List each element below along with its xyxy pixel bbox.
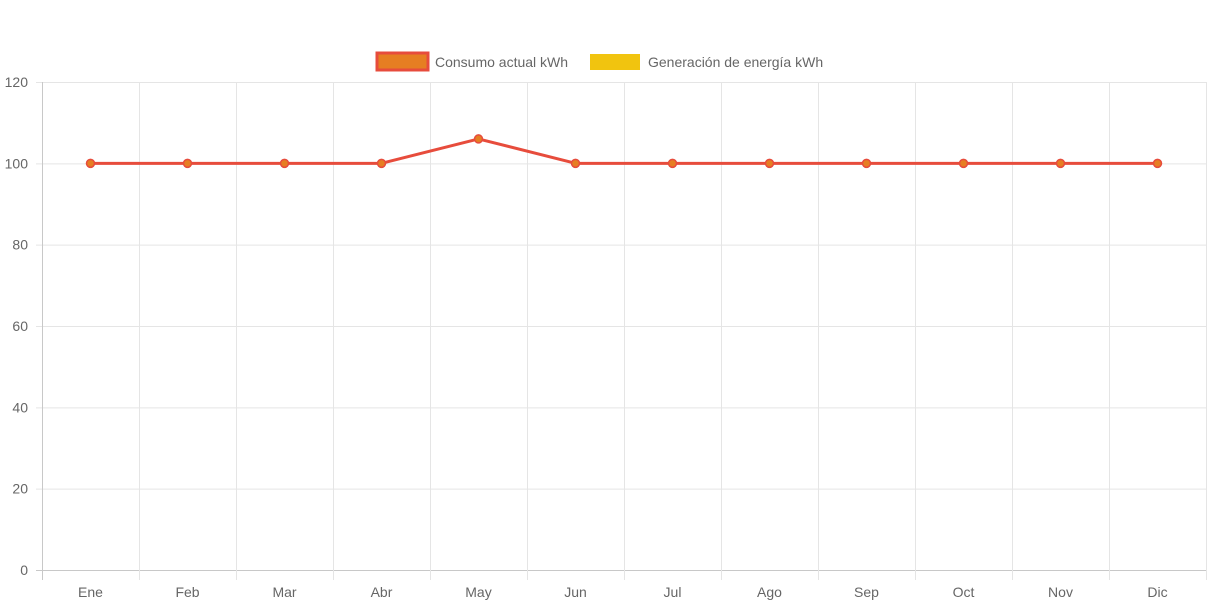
x-tick-label: Jul [664,584,682,600]
series-line [90,137,1158,165]
y-tick-label: 80 [12,237,28,253]
y-tick-label: 20 [12,481,28,497]
x-tick-label: Jun [564,584,587,600]
x-tick-label: Oct [953,584,975,600]
series-layer [85,134,1163,169]
data-point[interactable] [1152,158,1163,169]
data-point[interactable] [861,158,872,169]
x-tick-label: Dic [1147,584,1167,600]
axes: 0 20 40 60 80 100 120 Ene Feb Mar Abr May Jun Jul Ago S… [5,74,1168,600]
data-point[interactable] [764,158,775,169]
legend-swatch-generacion [590,54,640,70]
legend-label-consumo: Consumo actual kWh [435,54,568,70]
legend-swatch-consumo [375,51,430,72]
data-point[interactable] [958,158,969,169]
legend-label-generacion: Generación de energía kWh [648,54,823,70]
y-tick-label: 100 [5,155,29,171]
x-tick-label: Abr [371,584,393,600]
data-point[interactable] [1055,158,1066,169]
data-point[interactable] [279,158,290,169]
legend-item-consumo[interactable]: Consumo actual kWh [375,51,568,72]
x-tick-label: Feb [175,584,199,600]
x-tick-label: May [465,584,491,600]
x-tick-label: Mar [272,584,296,600]
y-tick-label: 40 [12,399,28,415]
x-tick-label: Ago [757,584,782,600]
y-tick-label: 0 [20,562,28,578]
x-tick-label: Ene [78,584,103,600]
data-point[interactable] [182,158,193,169]
data-point[interactable] [667,158,678,169]
data-point[interactable] [376,158,387,169]
data-point[interactable] [473,134,484,144]
data-point[interactable] [570,158,581,169]
x-tick-label: Sep [854,584,879,600]
x-tick-label: Nov [1048,584,1073,600]
data-point[interactable] [85,158,96,169]
y-tick-label: 120 [5,74,29,90]
legend[interactable]: Consumo actual kWh Generación de energía… [375,51,823,72]
y-tick-label: 60 [12,318,28,334]
legend-item-generacion[interactable]: Generación de energía kWh [590,54,823,70]
grid [36,82,1207,580]
